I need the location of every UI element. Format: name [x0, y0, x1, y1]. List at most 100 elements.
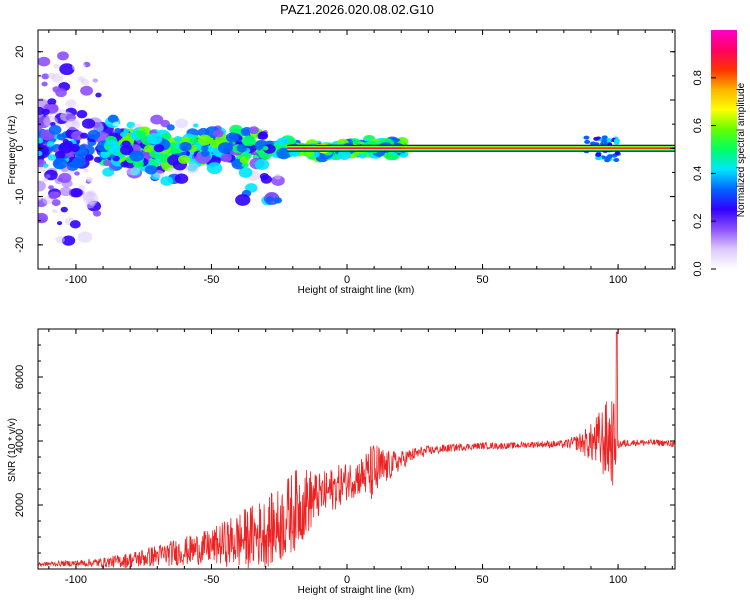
spectrogram-blob [71, 61, 86, 72]
spectrogram-blob [132, 159, 144, 169]
spectrogram-blob [584, 139, 591, 144]
spectrogram-blob [38, 180, 46, 192]
spectrogram-blob [614, 151, 621, 156]
spectrogram-blob [114, 127, 122, 134]
spectrogram-blob [83, 212, 90, 217]
spectrogram-blob [54, 177, 63, 184]
spectrogram-blob [210, 139, 222, 149]
spectrogram-blob [52, 157, 68, 170]
spectrogram-blob [66, 161, 79, 171]
spectrogram-x-tick-label: 0 [344, 274, 350, 286]
colorbar-tick-label: 0.2 [692, 214, 704, 229]
spectrogram-blob [80, 85, 94, 96]
snr-x-label: Height of straight line (km) [298, 585, 415, 596]
spectrogram-blob [103, 159, 112, 167]
spectrogram-blob [108, 164, 117, 171]
spectrogram-blob [153, 144, 165, 153]
spectrogram-blob [274, 173, 282, 180]
spectrogram-blob [46, 140, 55, 147]
spectrogram-blob [602, 141, 609, 146]
spectrogram-blob [41, 73, 50, 80]
snr-y-tick-label: 4000 [14, 429, 26, 453]
spectrogram-blob [85, 176, 94, 183]
snr-y-label: SNR (10 * v/v) [7, 418, 18, 482]
spectrogram-blob [241, 135, 256, 147]
spectrogram-y-tick-label: 10 [14, 94, 26, 106]
spectrogram-blob [69, 220, 81, 229]
figure-title: PAZ1.2026.020.08.02.G10 [280, 2, 434, 17]
spectrogram-blob [38, 98, 48, 108]
spectrogram-blob [262, 146, 269, 151]
snr-x-tick-label: -100 [65, 574, 87, 586]
spectrogram-blob [95, 92, 102, 98]
snr-panel: -100 -50 0 50 100 2000 4000 6000 Height of str… [7, 328, 676, 596]
spectrogram-blob [150, 114, 164, 125]
spectrogram-blob [239, 156, 250, 164]
spectrogram-blob [104, 145, 111, 151]
spectrogram-blob [147, 132, 163, 145]
spectrogram-blob [48, 191, 59, 200]
colorbar: 0.0 0.2 0.4 0.6 0.8 Normalized spectral ampl… [692, 30, 747, 277]
spectrogram-blob [217, 142, 233, 154]
spectrogram-blob [200, 145, 209, 152]
spectrogram-blob [143, 144, 154, 153]
spectrogram-blob [100, 150, 111, 159]
spectrogram-x-label: Height of straight line (km) [298, 285, 415, 296]
spectrogram-blob [131, 144, 141, 152]
spectrogram-blob [38, 196, 42, 201]
spectrogram-x-ticks: -100 -50 0 50 100 [48, 30, 673, 286]
spectrogram-blob [53, 63, 60, 69]
spectrogram-blob [92, 210, 102, 217]
spectrogram-blob [58, 142, 73, 154]
spectrogram-blob [47, 98, 57, 106]
spectrogram-blob [258, 131, 268, 139]
spectrogram-blob [54, 151, 66, 160]
spectrogram-blob [583, 135, 590, 140]
spectrogram-blob [589, 141, 596, 146]
spectrogram-blob [38, 137, 44, 144]
spectrogram-blob [337, 149, 351, 161]
spectrogram-blob [42, 163, 49, 168]
spectrogram-y-tick-label: 0 [14, 145, 26, 151]
spectrogram-blob [605, 155, 612, 160]
spectrogram-blob [287, 137, 297, 145]
spectrogram-blob [80, 132, 89, 139]
spectrogram-blob [179, 141, 192, 152]
spectrogram-y-ticks: -20 -10 0 10 20 [14, 46, 675, 270]
spectrogram-y-tick-label: -10 [14, 189, 26, 205]
spectrogram-blob [332, 141, 338, 146]
spectrogram-blob [107, 114, 119, 123]
spectrogram-blob [55, 236, 65, 244]
spectrogram-blob [56, 221, 63, 226]
spectrogram-blob [119, 144, 134, 156]
spectrogram-blob [254, 158, 270, 171]
spectrogram-x-tick-label: -100 [65, 274, 87, 286]
spectrogram-blob [595, 152, 602, 157]
spectrogram-blob [178, 154, 190, 165]
spectrogram-blob [167, 154, 182, 166]
spectrogram-blob [144, 165, 158, 175]
spectrogram-blob [399, 152, 407, 158]
spectrogram-blob [265, 196, 274, 203]
spectrogram-blob [212, 129, 224, 138]
spectrogram-blob [109, 154, 116, 159]
spectrogram-blob [206, 162, 223, 175]
colorbar-gradient [711, 30, 737, 269]
spectrogram-blob [185, 162, 200, 174]
spectrogram-blob [85, 154, 94, 161]
spectrogram-blob [52, 209, 58, 214]
colorbar-tick-label: 0.4 [692, 166, 704, 181]
spectrogram-blob [613, 157, 620, 162]
spectrogram-blob [593, 136, 600, 141]
snr-x-tick-label: 50 [476, 574, 488, 586]
snr-x-ticks: -100 -50 0 50 100 [48, 329, 673, 586]
spectrogram-blob [38, 106, 45, 116]
spectrogram-blob [77, 231, 93, 243]
colorbar-tick-label: 0.8 [692, 70, 704, 85]
spectrogram-blob [51, 199, 61, 207]
spectrogram-blob [47, 154, 57, 161]
spectrogram-blob [92, 78, 99, 83]
spectrogram-blob [74, 171, 80, 176]
spectrogram-blob [83, 168, 89, 173]
